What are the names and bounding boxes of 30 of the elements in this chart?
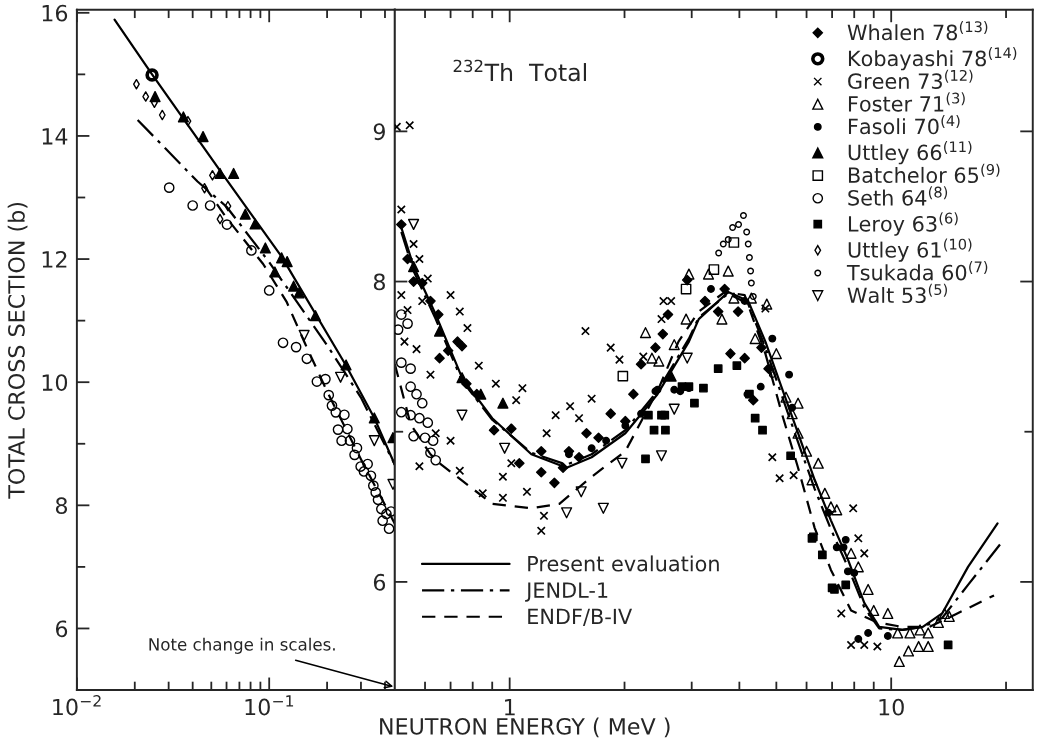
legend-label: Uttley 66$^{(11)}$: [848, 141, 972, 165]
legend-label: Foster 71$^{(3)}$: [848, 92, 965, 112]
legend-label: Fasoli 70$^{(4)}$: [848, 115, 960, 135]
legend-label: JENDL-1: [525, 582, 608, 602]
annotation: Note change in scales.: [149, 637, 335, 654]
y-tick-label: 8: [373, 273, 385, 291]
x-tick-label: 10$^{−2}$: [53, 695, 101, 716]
y-tick-label: 8: [55, 497, 68, 515]
x-tick-label: 10$^{−1}$: [245, 695, 294, 716]
legend-label: Tsukada 60$^{(7)}$: [846, 261, 988, 281]
x-tick-label: 10: [879, 698, 904, 716]
y-axis-title: TOTAL CROSS SECTION (b): [7, 202, 28, 499]
y-tick-label: 16: [42, 4, 68, 22]
x-axis-title: NEUTRON ENERGY ( MeV ): [380, 717, 670, 738]
x-tick-label: 1: [505, 699, 515, 716]
y-tick-label: 10: [42, 374, 68, 391]
legend-label: Present evaluation: [528, 555, 719, 572]
legend-label: Leroy 63$^{(6)}$: [848, 212, 958, 236]
y-tick-label: 6: [55, 620, 68, 638]
y-tick-label: 12: [42, 251, 67, 268]
legend-label: Seth 64$^{(8)}$: [848, 186, 948, 206]
y-tick-label: 9: [373, 123, 385, 141]
legend-label: Walt 53$^{(5)}$: [847, 283, 947, 304]
legend-label: Uttley 61$^{(10)}$: [848, 238, 972, 262]
text: $^{232}$Th Total: [453, 59, 586, 82]
legend-label: Whalen 78$^{(13)}$: [847, 20, 988, 41]
y-tick-label: 14: [42, 128, 68, 145]
y-tick-label: 6: [373, 573, 386, 591]
legend-label: ENDF/B-IV: [528, 608, 633, 626]
legend-label: Kobayashi 78$^{(14)}$: [848, 46, 1017, 71]
